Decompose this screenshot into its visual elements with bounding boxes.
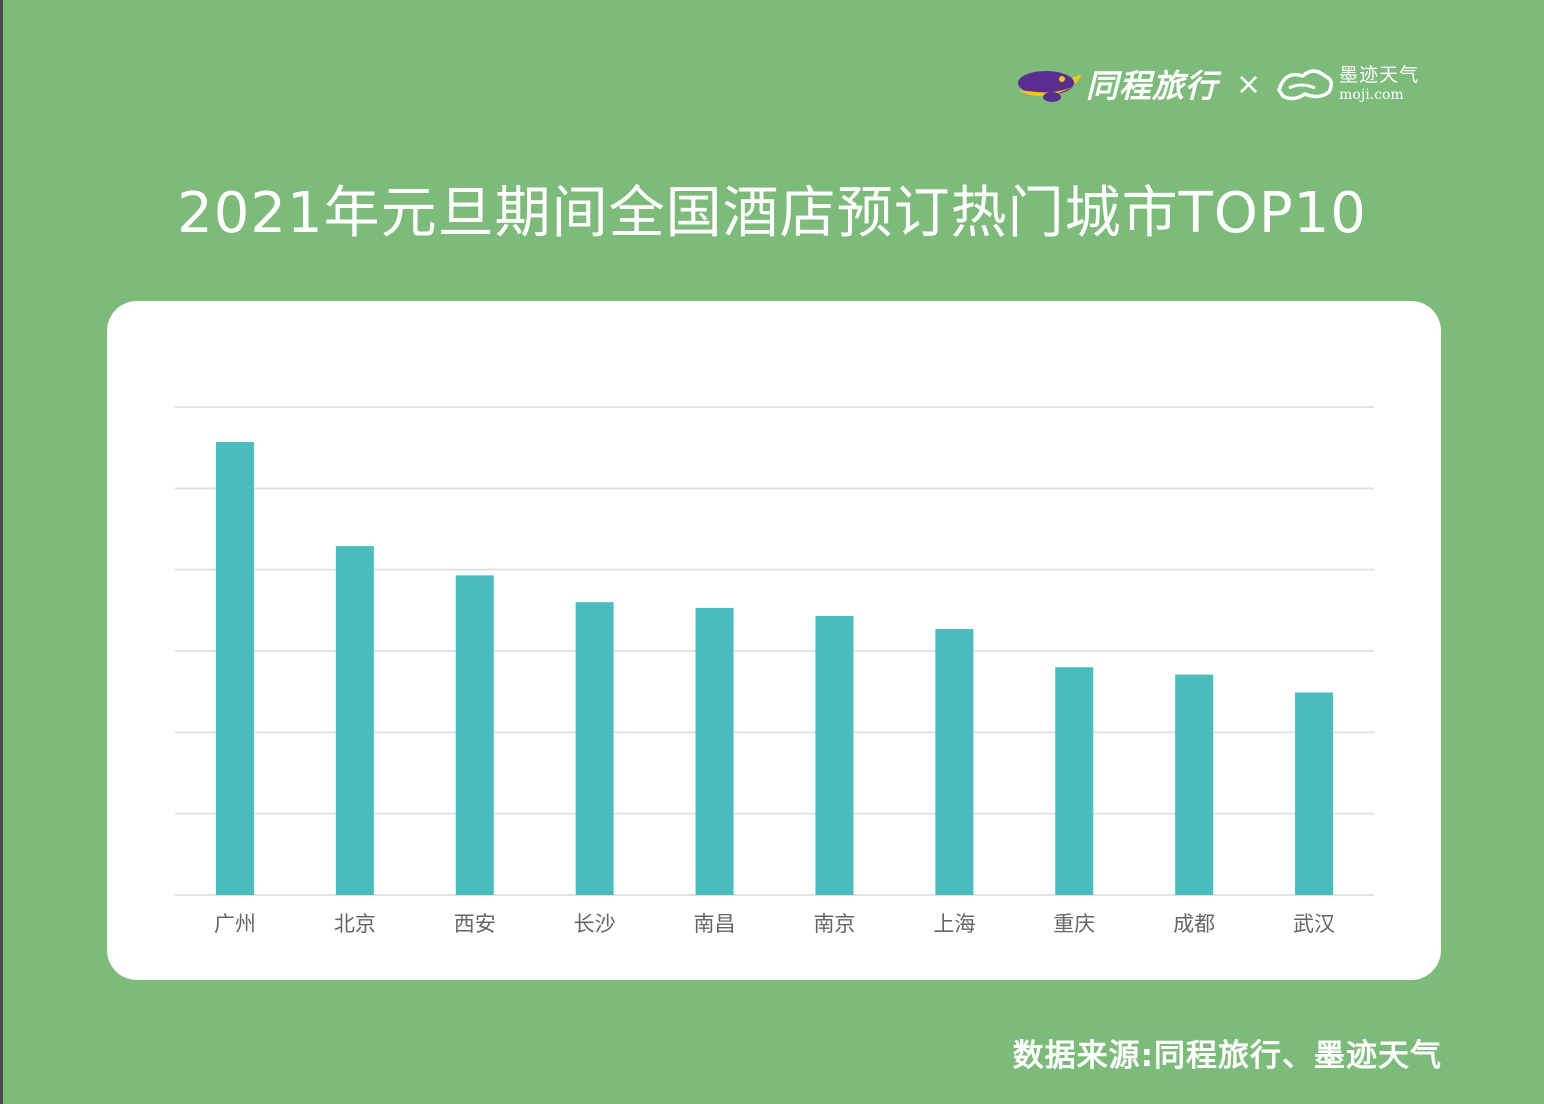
x-tick-label-1: 广州 xyxy=(214,912,256,936)
x-tick-label-7: 上海 xyxy=(933,912,975,936)
bar-8 xyxy=(1055,667,1094,895)
x-tick-label-9: 成都 xyxy=(1173,912,1215,936)
bar-1 xyxy=(215,441,254,895)
chart-card: 广州 北京 西安 长沙 南昌 南京 上海 重庆 成都 武汉 xyxy=(107,301,1441,980)
x-tick-label-2: 北京 xyxy=(334,912,376,936)
bar-6 xyxy=(815,616,854,895)
data-source: 数据来源:同程旅行、墨迹天气 xyxy=(1012,1038,1442,1074)
x-tick-label-4: 长沙 xyxy=(574,912,616,936)
frame-edge xyxy=(0,0,3,1104)
tongcheng-bird-icon xyxy=(1018,71,1082,102)
bar-chart: 广州 北京 西安 长沙 南昌 南京 上海 重庆 成都 武汉 xyxy=(175,406,1374,936)
moji-logo-url: moji.com xyxy=(1339,87,1404,103)
bar-9 xyxy=(1175,674,1214,895)
bar-4 xyxy=(575,602,614,895)
moji-logo-text: 墨迹天气 xyxy=(1339,64,1420,86)
x-tick-label-5: 南昌 xyxy=(694,912,736,936)
brand-logos: 同程旅行 × 墨迹天气 moji.com xyxy=(1012,58,1419,110)
bar-3 xyxy=(455,575,494,895)
bar-7 xyxy=(935,629,974,895)
x-tick-label-3: 西安 xyxy=(454,912,496,936)
x-tick-label-6: 南京 xyxy=(813,912,855,936)
logo-separator: × xyxy=(1236,66,1262,102)
bar-5 xyxy=(695,607,734,895)
bar-10 xyxy=(1295,692,1334,895)
moji-cloud-icon xyxy=(1277,69,1334,101)
bar-2 xyxy=(335,546,374,895)
x-tick-label-10: 武汉 xyxy=(1293,912,1335,936)
x-tick-label-8: 重庆 xyxy=(1053,912,1095,936)
tongcheng-logo-text: 同程旅行 xyxy=(1086,67,1219,105)
tongcheng-logo: 同程旅行 xyxy=(1012,61,1218,107)
moji-logo: 墨迹天气 moji.com xyxy=(1275,64,1419,104)
chart-title: 2021年元旦期间全国酒店预订热门城市TOP10 xyxy=(177,181,1367,246)
